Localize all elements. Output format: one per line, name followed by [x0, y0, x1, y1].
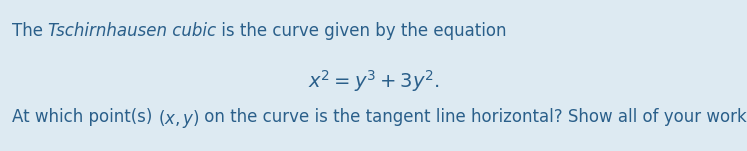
Text: $x^2 = y^3 + 3y^2.$: $x^2 = y^3 + 3y^2.$ [308, 68, 439, 94]
Text: is the curve given by the equation: is the curve given by the equation [217, 22, 507, 40]
Text: Tschirnhausen cubic: Tschirnhausen cubic [49, 22, 217, 40]
Text: At which point(s): At which point(s) [12, 108, 158, 126]
Text: The: The [12, 22, 49, 40]
Text: $(x, y)$: $(x, y)$ [158, 108, 199, 130]
Text: on the curve is the tangent line horizontal? Show all of your work.: on the curve is the tangent line horizon… [199, 108, 747, 126]
